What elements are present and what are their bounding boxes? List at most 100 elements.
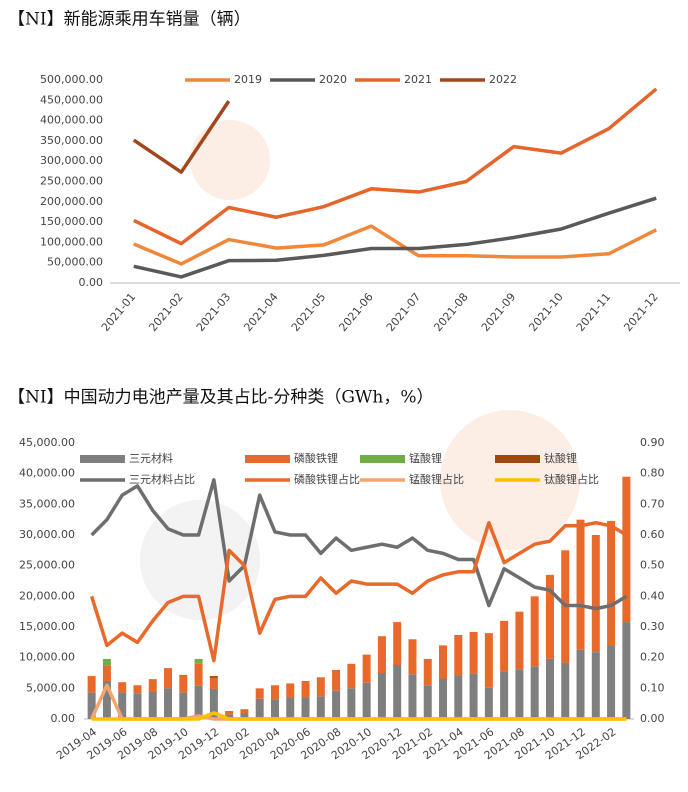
bar-segment bbox=[102, 658, 111, 666]
bar-segment bbox=[133, 693, 142, 719]
bar-segment bbox=[576, 519, 585, 650]
bar-segment bbox=[515, 669, 524, 719]
bar-segment bbox=[469, 673, 478, 719]
x-tick-label: 2021-01 bbox=[99, 291, 139, 335]
legend-label: 磷酸铁锂 bbox=[294, 451, 338, 465]
bar-segment bbox=[316, 677, 325, 697]
bar-segment bbox=[148, 692, 157, 719]
y-tick-label: 0.90 bbox=[640, 436, 665, 449]
y-tick-label: 250,000.00 bbox=[40, 175, 103, 188]
y-tick-label: 45,000.00 bbox=[19, 436, 75, 449]
y-tick-label: 0.70 bbox=[640, 497, 665, 510]
bar-segment bbox=[439, 678, 448, 719]
x-tick-label: 2021-10 bbox=[526, 291, 566, 335]
bar-segment bbox=[118, 692, 127, 719]
bar-segment bbox=[362, 682, 371, 719]
bar-segment bbox=[393, 665, 402, 719]
bar-segment bbox=[377, 636, 386, 673]
bar-segment bbox=[622, 476, 631, 623]
bar-segment bbox=[530, 596, 539, 667]
bar-segment bbox=[362, 654, 371, 683]
bar-segment bbox=[255, 698, 264, 719]
bar-segment bbox=[469, 631, 478, 674]
bar-segment bbox=[545, 574, 554, 659]
x-tick-label: 2021-05 bbox=[289, 291, 329, 335]
y-tick-label: 300,000.00 bbox=[40, 154, 103, 167]
legend-label: 锰酸锂 bbox=[409, 451, 442, 465]
x-tick-label: 2021-06 bbox=[336, 291, 376, 335]
bar-segment bbox=[439, 645, 448, 679]
bar-segment bbox=[622, 622, 631, 719]
legend-label: 2022 bbox=[489, 73, 517, 86]
legend-label: 三元材料 bbox=[129, 451, 173, 465]
x-tick-label: 2021-12 bbox=[621, 291, 661, 335]
bar-segment bbox=[393, 622, 402, 666]
bar-segment bbox=[607, 646, 616, 719]
y-tick-label: 450,000.00 bbox=[40, 93, 103, 106]
bar-segment bbox=[225, 711, 234, 715]
bar-segment bbox=[530, 666, 539, 719]
bar-segment bbox=[179, 674, 188, 693]
y-tick-label: 5,000.00 bbox=[26, 681, 75, 694]
y-tick-label: 0.20 bbox=[640, 651, 665, 664]
bar-segment bbox=[209, 676, 218, 678]
bar-segment bbox=[500, 671, 509, 719]
legend-label: 2019 bbox=[234, 73, 262, 86]
legend-label: 锰酸锂占比 bbox=[409, 472, 464, 486]
y-tick-label: 35,000.00 bbox=[19, 497, 75, 510]
bar-segment bbox=[316, 696, 325, 719]
bar-segment bbox=[255, 688, 264, 699]
y-tick-label: 30,000.00 bbox=[19, 528, 75, 541]
legend-label: 2020 bbox=[319, 73, 347, 86]
bar-segment bbox=[347, 688, 356, 719]
line bbox=[91, 711, 627, 721]
bar-segment bbox=[164, 668, 173, 689]
bar-segment bbox=[102, 665, 111, 681]
line bbox=[132, 100, 231, 174]
bar-segment bbox=[500, 620, 509, 672]
y-tick-label: 400,000.00 bbox=[40, 114, 103, 127]
y-tick-label: 10,000.00 bbox=[19, 651, 75, 664]
y-tick-label: 350,000.00 bbox=[40, 134, 103, 147]
bar-segment bbox=[209, 688, 218, 719]
bar-segment bbox=[194, 685, 203, 719]
y-tick-label: 0.00 bbox=[79, 276, 104, 289]
y-tick-label: 0.10 bbox=[640, 681, 665, 694]
y-tick-label: 0.80 bbox=[640, 467, 665, 480]
y-tick-label: 40,000.00 bbox=[19, 467, 75, 480]
bar-segment bbox=[240, 709, 249, 714]
bar-segment bbox=[545, 658, 554, 719]
bar-segment bbox=[225, 714, 234, 719]
line bbox=[90, 478, 628, 611]
bar-segment bbox=[194, 663, 203, 686]
x-tick-label: 2021-04 bbox=[241, 291, 281, 335]
bar-segment bbox=[286, 697, 295, 719]
legend-swatch bbox=[495, 455, 540, 463]
chart-title: 【NI】新能源乘用车销量（辆） bbox=[8, 10, 251, 30]
y-tick-label: 20,000.00 bbox=[19, 589, 75, 602]
bar-segment bbox=[102, 680, 111, 719]
legend-swatch bbox=[360, 455, 405, 463]
bar-segment bbox=[561, 662, 570, 719]
bar-segment bbox=[454, 634, 463, 676]
x-tick-label: 2021-11 bbox=[574, 291, 614, 335]
bar-segment bbox=[377, 673, 386, 719]
bar-segment bbox=[87, 692, 96, 719]
bar-segment bbox=[607, 520, 616, 647]
y-tick-label: 25,000.00 bbox=[19, 559, 75, 572]
y-tick-label: 0.00 bbox=[51, 712, 76, 725]
legend-label: 磷酸铁锂占比 bbox=[294, 472, 360, 486]
bar-segment bbox=[301, 680, 310, 698]
legend-label: 钛酸锂占比 bbox=[544, 472, 599, 486]
y-tick-label: 150,000.00 bbox=[40, 215, 103, 228]
bar-segment bbox=[87, 676, 96, 693]
bar-segment bbox=[332, 669, 341, 691]
bar-segment bbox=[270, 699, 279, 719]
line bbox=[133, 224, 658, 266]
line bbox=[132, 87, 658, 246]
y-tick-label: 0.40 bbox=[640, 589, 665, 602]
bar-segment bbox=[301, 697, 310, 719]
bar-segment bbox=[164, 688, 173, 719]
bar-segment bbox=[408, 639, 417, 675]
